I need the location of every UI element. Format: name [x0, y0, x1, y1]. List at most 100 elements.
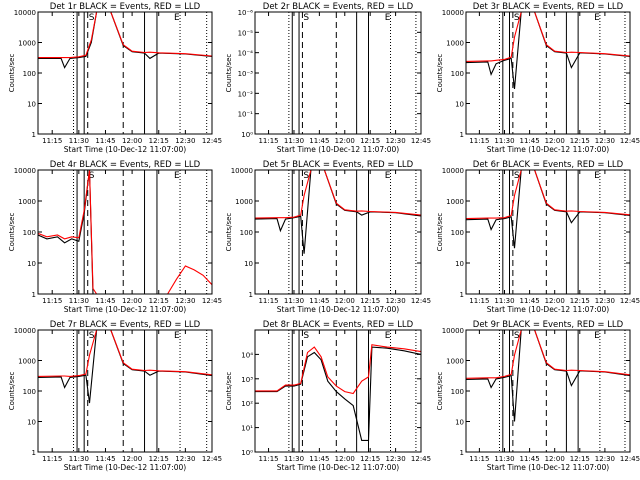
y-tick-label: 10: [455, 101, 464, 109]
x-tick-label: 12:15: [360, 297, 380, 305]
y-tick-label: 100: [451, 388, 464, 396]
x-axis-label: Start Time (10-Dec-12 11:07:00): [277, 305, 399, 314]
event-letter-label: S: [303, 13, 309, 23]
x-tick-label: 11:30: [494, 297, 514, 305]
y-tick-label: 100: [23, 70, 36, 78]
x-tick-label: 12:00: [335, 455, 355, 463]
y-axis-label: Counts/sec: [436, 54, 444, 93]
y-tick-label: 100: [240, 229, 253, 237]
series-line-events: [38, 330, 212, 404]
x-tick-label: 12:00: [122, 455, 142, 463]
series-line-lld: [38, 12, 212, 59]
y-tick-label: 10⁻⁴: [238, 50, 254, 58]
y-axis-label: Counts/sec: [225, 372, 233, 411]
x-tick-label: 12:30: [175, 297, 195, 305]
y-axis-label: Counts/sec: [8, 213, 16, 252]
event-letter-label: E: [174, 13, 180, 23]
x-tick-label: 11:45: [519, 137, 539, 145]
y-tick-label: 1: [460, 291, 464, 299]
x-tick-label: 12:15: [360, 137, 380, 145]
x-tick-label: 12:45: [411, 297, 431, 305]
x-tick-label: 11:45: [95, 137, 115, 145]
y-axis-label: Counts/sec: [225, 213, 233, 252]
x-tick-label: 12:30: [175, 137, 195, 145]
y-tick-label: 10000: [442, 167, 464, 175]
x-tick-label: 11:15: [42, 455, 62, 463]
panel-title: Det 9r BLACK = Events, RED = LLD: [473, 320, 624, 330]
x-tick-label: 11:45: [309, 455, 329, 463]
x-tick-label: 12:30: [595, 137, 615, 145]
panel-title: Det 6r BLACK = Events, RED = LLD: [473, 160, 624, 170]
x-tick-label: 11:45: [95, 297, 115, 305]
x-tick-label: 12:00: [122, 137, 142, 145]
y-tick-label: 10⁰: [241, 131, 253, 139]
x-tick-label: 11:30: [494, 455, 514, 463]
x-tick-label: 11:45: [95, 455, 115, 463]
x-tick-label: 11:30: [69, 297, 89, 305]
x-tick-label: 11:45: [519, 297, 539, 305]
x-tick-label: 11:15: [469, 137, 489, 145]
plot-frame: [37, 11, 213, 135]
y-tick-label: 10000: [14, 167, 36, 175]
x-tick-label: 12:15: [149, 455, 169, 463]
y-tick-label: 1000: [18, 40, 36, 48]
panel-title: Det 1r BLACK = Events, RED = LLD: [50, 2, 201, 12]
panel-title: Det 7r BLACK = Events, RED = LLD: [50, 320, 201, 330]
x-tick-label: 11:15: [258, 137, 278, 145]
x-tick-label: 11:30: [69, 455, 89, 463]
event-letter-label: S: [514, 331, 520, 341]
series-line-events: [255, 346, 421, 441]
plot-frame: [254, 169, 422, 295]
event-letter-label: S: [303, 171, 309, 181]
x-axis-label: Start Time (10-Dec-12 11:07:00): [64, 145, 186, 154]
x-tick-label: 12:45: [620, 137, 640, 145]
event-letter-label: S: [514, 13, 520, 23]
y-tick-label: 10³: [241, 376, 253, 384]
event-letter-label: S: [303, 331, 309, 341]
x-tick-label: 11:15: [42, 137, 62, 145]
y-tick-label: 10000: [14, 327, 36, 335]
series-line-events: [38, 12, 212, 69]
x-tick-label: 11:30: [284, 455, 304, 463]
y-tick-label: 1: [32, 131, 36, 139]
series-line-lld: [466, 12, 630, 62]
event-letter-label: E: [385, 13, 391, 23]
series-line-events: [38, 170, 212, 294]
x-axis-label: Start Time (10-Dec-12 11:07:00): [277, 145, 399, 154]
x-tick-label: 12:15: [149, 137, 169, 145]
y-tick-label: 1000: [235, 198, 253, 206]
x-tick-label: 12:00: [122, 297, 142, 305]
event-letter-label: S: [89, 171, 95, 181]
x-tick-label: 12:45: [202, 137, 222, 145]
event-letter-label: E: [594, 13, 600, 23]
x-axis-label: Start Time (10-Dec-12 11:07:00): [64, 305, 186, 314]
event-letter-label: S: [89, 331, 95, 341]
event-letter-label: E: [594, 171, 600, 181]
y-tick-label: 10000: [231, 167, 253, 175]
x-tick-label: 12:15: [360, 455, 380, 463]
panel-title: Det 3r BLACK = Events, RED = LLD: [473, 2, 624, 12]
y-tick-label: 10¹: [241, 425, 253, 433]
x-tick-label: 12:30: [385, 455, 405, 463]
x-tick-label: 11:30: [284, 137, 304, 145]
x-tick-label: 12:30: [595, 455, 615, 463]
x-tick-label: 12:00: [545, 137, 565, 145]
y-axis-label: Counts/sec: [436, 213, 444, 252]
x-axis-label: Start Time (10-Dec-12 11:07:00): [487, 145, 609, 154]
y-tick-label: 1000: [446, 198, 464, 206]
y-tick-label: 100: [451, 229, 464, 237]
series-line-lld: [255, 344, 421, 395]
y-tick-label: 10: [27, 101, 36, 109]
x-tick-label: 12:15: [570, 297, 590, 305]
series-line-lld: [38, 330, 212, 377]
x-tick-label: 12:30: [175, 455, 195, 463]
panel-title: Det 5r BLACK = Events, RED = LLD: [263, 160, 414, 170]
series-line-events: [255, 170, 421, 254]
x-axis-label: Start Time (10-Dec-12 11:07:00): [277, 463, 399, 472]
y-tick-label: 1000: [446, 40, 464, 48]
